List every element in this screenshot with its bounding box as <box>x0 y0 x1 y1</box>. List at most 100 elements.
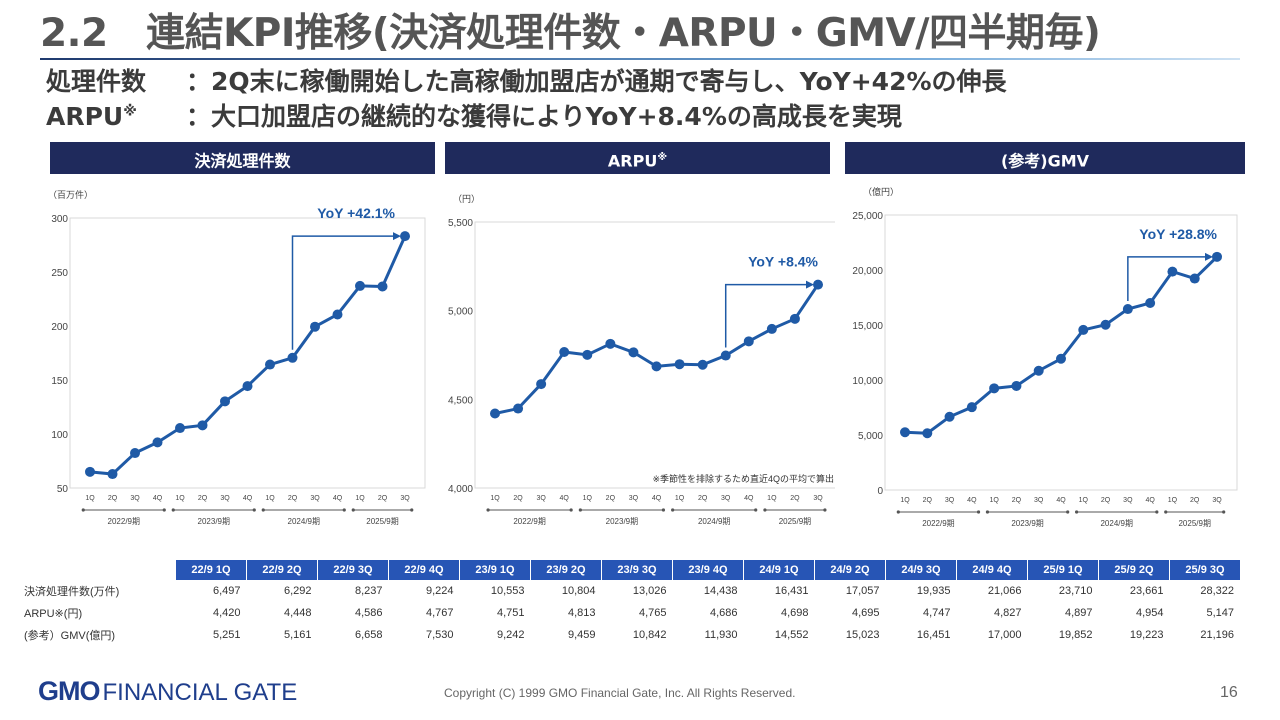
y-tick-label: 5,000 <box>858 431 883 442</box>
data-point <box>628 347 639 358</box>
header-arpu: ARPU※ <box>445 142 830 174</box>
copyright: Copyright (C) 1999 GMO Financial Gate, I… <box>444 686 796 700</box>
x-tick-label: 2Q <box>1101 497 1111 504</box>
data-point <box>922 428 933 439</box>
x-tick-label: 1Q <box>583 495 593 502</box>
yoy-label: YoY +42.1% <box>317 205 395 221</box>
period-label: 2023/9期 <box>198 517 230 526</box>
table-column-header: 24/9 3Q <box>885 560 957 580</box>
y-tick-label: 300 <box>51 214 68 225</box>
table-cell: 4,695 <box>851 607 880 619</box>
data-point <box>490 408 500 419</box>
x-tick-label: 1Q <box>989 497 999 504</box>
data-point <box>265 359 275 370</box>
table-cell: 4,747 <box>922 607 951 619</box>
period-label: 2022/9期 <box>513 517 545 526</box>
data-point <box>400 231 410 242</box>
table-cell: 17,057 <box>845 585 880 597</box>
data-point <box>789 313 800 324</box>
period-dot <box>1066 510 1070 514</box>
data-point <box>605 338 616 349</box>
yoy-label: YoY +8.4% <box>748 254 818 270</box>
table-cell: 15,023 <box>845 629 880 641</box>
table-cell: 4,954 <box>1135 607 1164 619</box>
table-cell: 17,000 <box>987 629 1022 641</box>
data-point <box>559 346 570 357</box>
yoy-arrow <box>291 235 395 350</box>
yoy-arrowhead <box>806 280 814 289</box>
table-row: ARPU※(円) 4,420 4,448 4,586 4,767 4,751 4,813 4,… <box>20 602 1240 624</box>
data-point <box>651 361 662 372</box>
page-title: 2.2 連結KPI推移(決済処理件数・ARPU・GMV/四半期毎) <box>40 11 1101 56</box>
data-point <box>1033 365 1044 376</box>
table-column-header: 23/9 1Q <box>459 560 531 580</box>
yoy-label: YoY +28.8% <box>1139 226 1217 242</box>
table-cell: 21,066 <box>987 585 1022 597</box>
data-point <box>743 336 754 347</box>
period-label: 2024/9期 <box>1100 519 1132 528</box>
x-tick-label: 1Q <box>355 495 365 502</box>
table-cell: 5,251 <box>212 629 241 641</box>
x-tick-label: 1Q <box>85 495 95 502</box>
subtitle-text: ：2Q末に稼働開始した高稼働加盟店が通期で寄与し、YoY+42%の伸長 <box>186 67 1007 96</box>
table-cell: 11,930 <box>704 629 738 641</box>
x-tick-label: 4Q <box>333 495 343 502</box>
x-tick-label: 3Q <box>945 497 955 504</box>
table-cell: 19,852 <box>1058 629 1093 641</box>
data-point <box>332 309 343 320</box>
period-label: 2023/9期 <box>1011 519 1043 528</box>
plot-frame <box>474 221 835 489</box>
table-cell: 5,147 <box>1206 607 1234 619</box>
series-line <box>904 255 1219 435</box>
y-tick-label: 4,000 <box>448 484 473 495</box>
period-label: 2024/9期 <box>288 517 320 526</box>
table-cell: 8,237 <box>354 585 383 597</box>
table-cell: 4,420 <box>212 607 241 619</box>
table-cell: 4,448 <box>283 607 312 619</box>
x-tick-label: 3Q <box>220 495 230 502</box>
subtitle-processing: 処理件数 ：2Q末に稼働開始した高稼働加盟店が通期で寄与し、YoY+42%の伸長 <box>46 62 1007 98</box>
data-point <box>85 466 95 477</box>
data-point <box>242 381 253 392</box>
unit-label: （億円） <box>863 186 899 197</box>
x-tick-label: 3Q <box>1212 497 1222 504</box>
data-point <box>107 469 118 480</box>
data-point <box>813 279 823 290</box>
data-point <box>674 359 685 370</box>
data-point <box>220 396 230 407</box>
table-column-header: 25/9 1Q <box>1027 560 1099 580</box>
table-cell: 23,710 <box>1058 585 1093 597</box>
table-cell: 10,804 <box>561 585 596 597</box>
table-cell: 23,661 <box>1129 585 1164 597</box>
data-point <box>989 383 1000 394</box>
table-cell: 9,459 <box>567 629 596 641</box>
company-logo: GMO FINANCIAL GATE <box>38 676 298 706</box>
table-cell: 4,686 <box>709 607 738 619</box>
x-tick-label: 2Q <box>513 495 523 502</box>
data-point <box>1145 298 1156 308</box>
x-tick-label: 1Q <box>900 497 910 504</box>
x-tick-label: 2Q <box>1012 497 1022 504</box>
period-label: 2024/9期 <box>698 517 730 526</box>
table-column-header: 23/9 2Q <box>530 560 602 580</box>
x-tick-label: 3Q <box>813 495 823 502</box>
subtitle-text: ：大口加盟店の継続的な獲得によりYoY+8.4%の高成長を実現 <box>186 102 902 131</box>
data-point <box>152 437 163 448</box>
period-label: 2022/9期 <box>108 517 140 526</box>
data-point <box>1212 251 1222 262</box>
period-dot <box>823 508 827 512</box>
period-label: 2023/9期 <box>606 517 638 526</box>
table-cell: 4,751 <box>496 607 525 619</box>
data-point <box>966 402 977 413</box>
table-cell: 4,765 <box>638 607 667 619</box>
arpu-chart: （円） 4,000 4,500 5,000 5,500 1Q 2Q 3Q 4Q 1Q 2Q 3Q 4Q 1… <box>448 194 835 526</box>
x-tick-label: 1Q <box>1168 497 1178 504</box>
x-tick-label: 4Q <box>243 495 253 502</box>
table-cell: 16,451 <box>916 629 951 641</box>
data-point <box>287 352 298 363</box>
x-tick-label: 2Q <box>606 495 616 502</box>
data-point <box>197 420 208 431</box>
unit-label: （百万件） <box>48 189 93 200</box>
y-tick-label: 20,000 <box>852 266 883 277</box>
y-tick-label: 100 <box>51 430 68 441</box>
